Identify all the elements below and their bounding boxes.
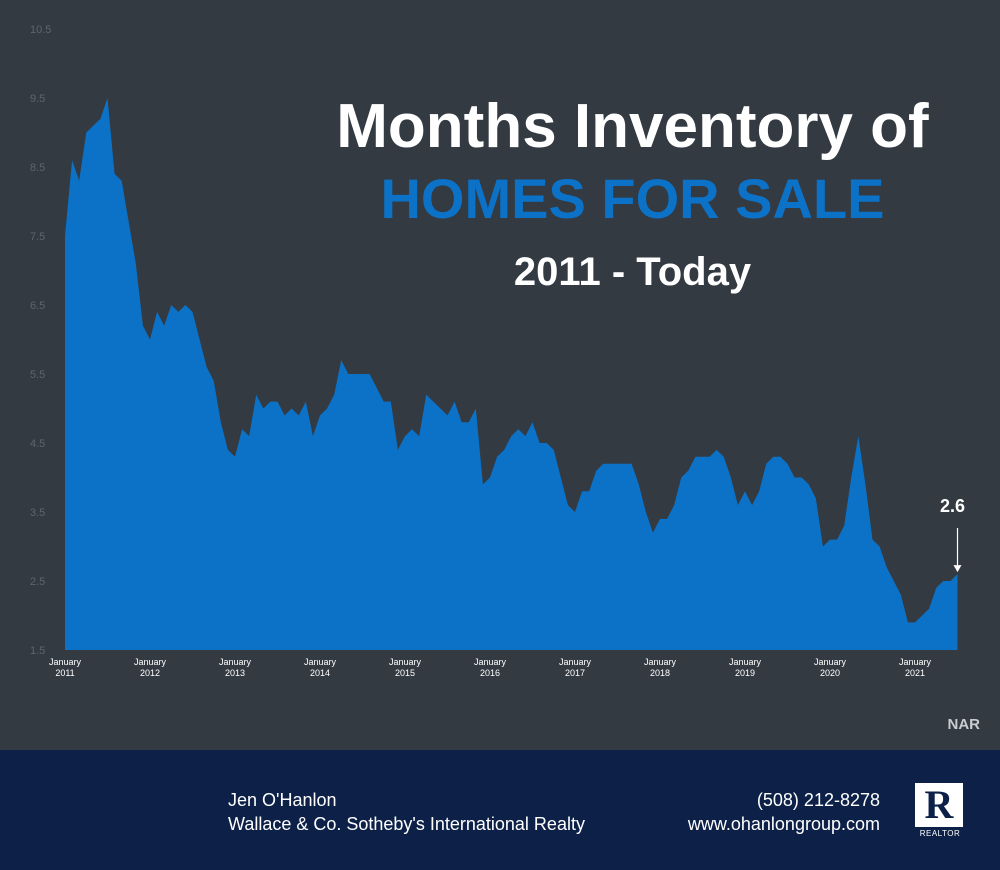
x-tick-month: January xyxy=(219,657,252,667)
chart-title-block: Months Inventory of HOMES FOR SALE 2011 … xyxy=(300,90,965,298)
chart-area: 10.5 9.5 8.5 7.5 6.5 5.5 4.5 3.5 2.5 1.5 January 20… xyxy=(30,24,981,733)
x-tick-year: 2014 xyxy=(310,668,330,678)
y-tick-label: 1.5 xyxy=(30,645,45,657)
x-tick-month: January xyxy=(729,657,762,667)
inventory-area-series xyxy=(65,98,958,650)
x-tick-year: 2019 xyxy=(735,668,755,678)
agency-name: Wallace & Co. Sotheby's International Re… xyxy=(228,814,585,834)
y-tick-label: 6.5 xyxy=(30,300,45,312)
website-link[interactable]: www.ohanlongroup.com xyxy=(687,814,880,834)
realtor-logo-icon: R REALTOR xyxy=(915,783,965,839)
agent-info: Jen O'Hanlon Wallace & Co. Sotheby's Int… xyxy=(228,788,585,836)
x-tick-year: 2011 xyxy=(55,668,74,678)
x-tick-year: 2015 xyxy=(395,668,415,678)
x-tick-month: January xyxy=(49,657,82,667)
x-tick-year: 2021 xyxy=(905,668,925,678)
y-tick-label: 4.5 xyxy=(30,438,45,450)
y-tick-label: 2.5 xyxy=(30,576,45,588)
x-tick-month: January xyxy=(814,657,847,667)
x-tick-month: January xyxy=(304,657,337,667)
realtor-logo-letter: R xyxy=(924,782,954,827)
y-tick-label: 7.5 xyxy=(30,231,45,243)
annotation-arrow-head xyxy=(953,565,962,573)
phone-number[interactable]: (508) 212-8278 xyxy=(756,790,880,810)
realtor-logo-box xyxy=(915,783,963,827)
x-tick-year: 2016 xyxy=(480,668,500,678)
area-chart: 10.59.58.57.56.55.54.53.52.51.5January20… xyxy=(30,24,965,678)
x-tick-month: January xyxy=(559,657,592,667)
y-tick-label: 10.5 xyxy=(30,24,51,36)
x-tick-month: January xyxy=(899,657,932,667)
x-tick-month: January xyxy=(134,657,167,667)
realtor-logo-text: REALTOR xyxy=(919,829,961,838)
contact-info: (508) 212-8278 www.ohanlongroup.com xyxy=(688,788,880,836)
x-tick-month: January xyxy=(474,657,507,667)
source-label: NAR xyxy=(947,716,981,733)
agent-name: Jen O'Hanlon xyxy=(228,790,337,810)
x-tick-year: 2012 xyxy=(140,668,160,678)
x-tick-month: January xyxy=(389,657,422,667)
x-tick-year: 2018 xyxy=(650,668,670,678)
title-line-1: Months Inventory of xyxy=(336,92,929,161)
x-tick-year: 2020 xyxy=(820,668,840,678)
y-tick-label: 3.5 xyxy=(30,507,45,519)
y-tick-label: 5.5 xyxy=(30,369,45,381)
y-tick-label: 8.5 xyxy=(30,162,45,174)
title-line-2: HOMES FOR SALE xyxy=(380,167,885,230)
title-line-3: 2011 - Today xyxy=(513,250,752,294)
x-tick-year: 2013 xyxy=(225,668,245,678)
footer-bar: Jen O'Hanlon Wallace & Co. Sotheby's Int… xyxy=(0,750,1000,870)
x-tick-month: January xyxy=(644,657,677,667)
x-tick-year: 2017 xyxy=(565,668,585,678)
annotation-label: 2.6 xyxy=(940,496,965,516)
y-tick-label: 9.5 xyxy=(30,93,45,105)
